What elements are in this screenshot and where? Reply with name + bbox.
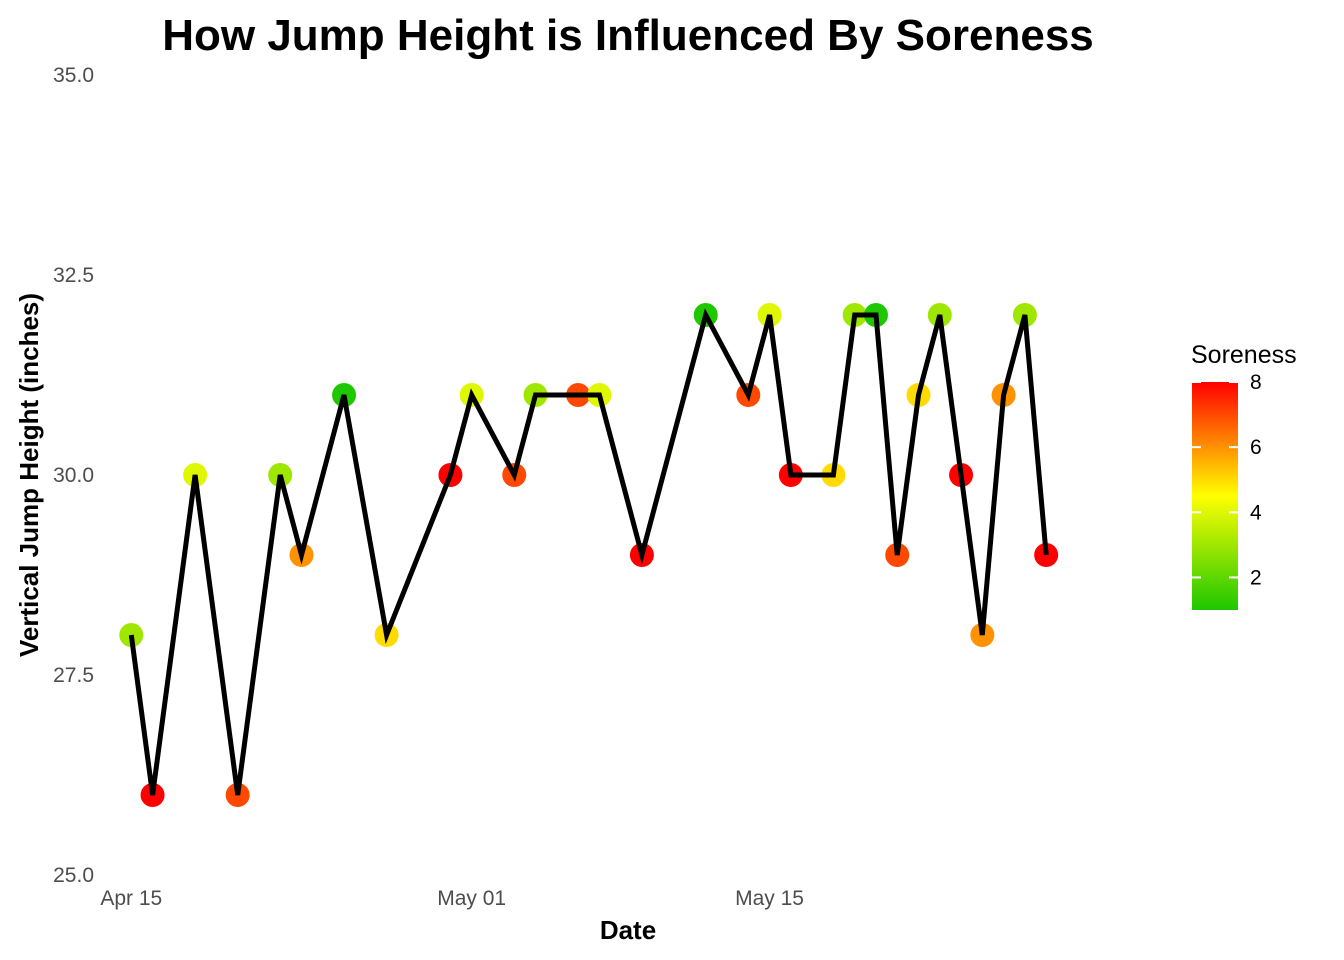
legend-tick-label: 8 — [1250, 371, 1262, 394]
y-tick-label: 27.5 — [53, 664, 94, 687]
soreness-legend: Soreness 2 4 6 8 — [1191, 341, 1297, 610]
legend-ticks: 2 4 6 8 — [1192, 371, 1262, 589]
legend-colorbar — [1192, 382, 1238, 610]
y-axis-ticks: 25.0 27.5 30.0 32.5 35.0 — [53, 64, 94, 887]
legend-title: Soreness — [1191, 341, 1297, 369]
y-tick-label: 32.5 — [53, 264, 94, 287]
y-tick-label: 30.0 — [53, 464, 94, 487]
x-tick-label: May 01 — [437, 887, 506, 910]
x-tick-label: Apr 15 — [100, 887, 162, 910]
data-points — [119, 303, 1059, 807]
series-line — [128, 308, 1049, 796]
y-axis-title: Vertical Jump Height (inches) — [14, 293, 44, 657]
legend-tick-label: 4 — [1250, 501, 1262, 524]
legend-tick-label: 2 — [1250, 566, 1262, 589]
data-point — [119, 623, 144, 647]
x-tick-label: May 15 — [735, 887, 804, 910]
x-axis-ticks: Apr 15 May 01 May 15 — [100, 887, 804, 910]
x-axis-title: Date — [600, 915, 656, 945]
y-tick-label: 35.0 — [53, 64, 94, 87]
legend-tick-label: 6 — [1250, 436, 1262, 459]
series-layer — [119, 303, 1059, 807]
chart-title: How Jump Height is Influenced By Sorenes… — [162, 11, 1094, 60]
y-tick-label: 25.0 — [53, 864, 94, 887]
